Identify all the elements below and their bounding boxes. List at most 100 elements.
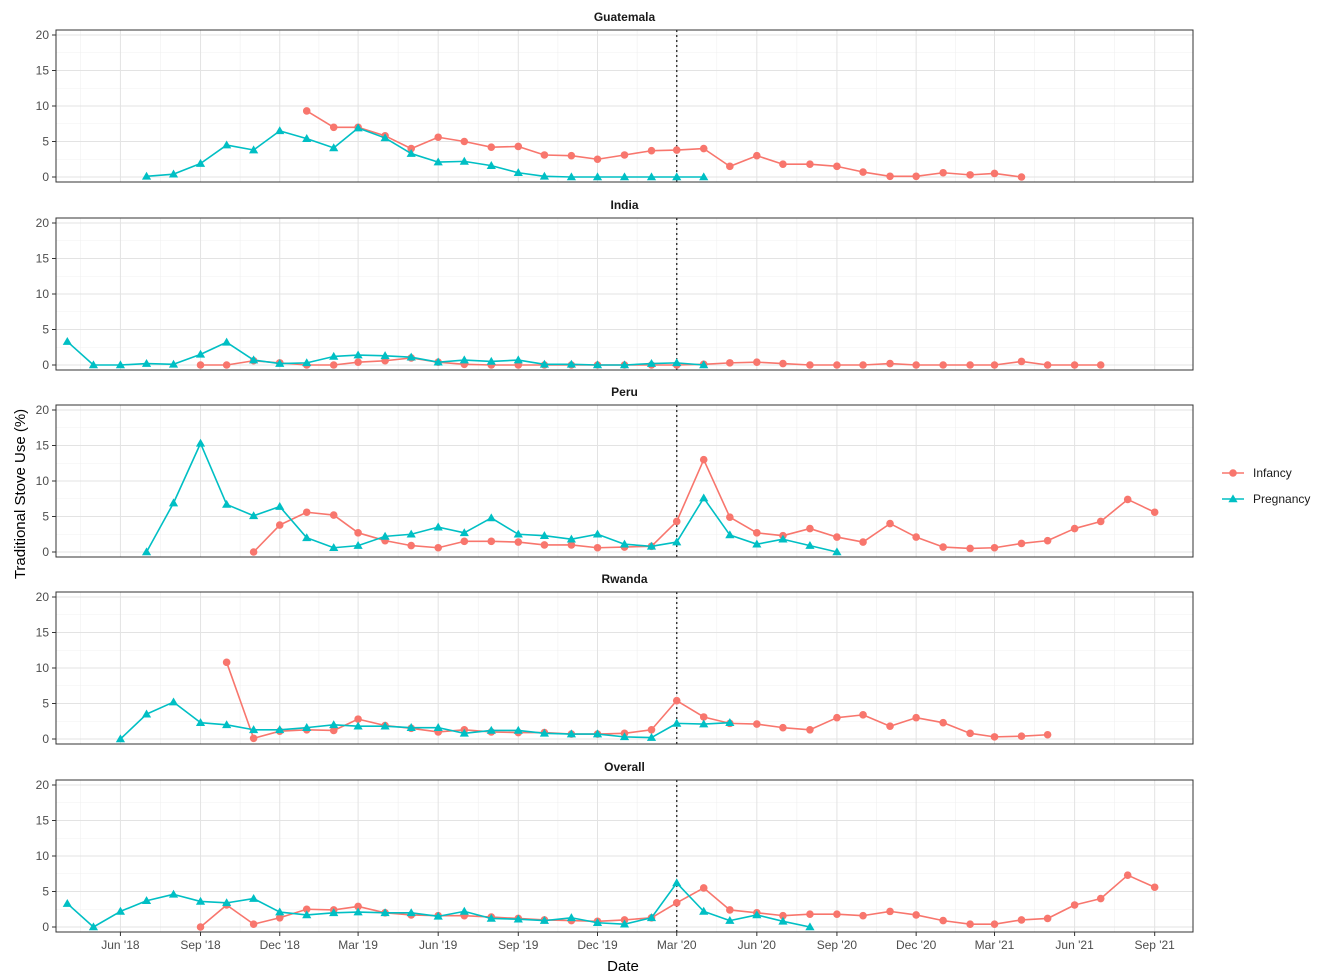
y-tick-label: 15	[36, 64, 50, 78]
series-line	[119, 701, 730, 740]
series-pregnancy	[115, 697, 735, 743]
data-point	[353, 721, 363, 730]
y-tick-label: 15	[36, 439, 50, 453]
data-point	[833, 162, 841, 171]
data-point	[966, 729, 974, 738]
data-point	[434, 133, 442, 142]
data-point	[460, 137, 469, 146]
data-point	[699, 493, 709, 502]
data-point	[566, 913, 576, 922]
data-point	[406, 352, 416, 361]
data-point	[779, 911, 787, 920]
data-point	[619, 539, 630, 548]
panel-border	[55, 779, 1194, 933]
data-point	[592, 172, 603, 181]
data-point	[222, 361, 231, 369]
data-point	[646, 913, 657, 922]
data-point	[966, 920, 974, 928]
data-point	[1017, 539, 1026, 548]
data-point	[886, 519, 894, 528]
x-tick-label: Dec '20	[896, 938, 937, 952]
data-point	[195, 438, 206, 447]
data-point	[990, 361, 999, 369]
data-point	[725, 718, 735, 726]
data-point	[939, 168, 947, 177]
data-point	[726, 162, 734, 171]
data-point	[859, 911, 867, 920]
data-point	[302, 723, 312, 731]
y-tick-label: 20	[36, 403, 50, 417]
data-point	[460, 537, 469, 546]
data-point	[275, 126, 285, 135]
data-point	[1017, 916, 1026, 924]
data-point	[1017, 732, 1026, 740]
data-point	[275, 501, 285, 510]
series-pregnancy	[62, 878, 815, 931]
data-point	[249, 145, 259, 154]
legend-label: Infancy	[1253, 466, 1292, 480]
x-tick-label: Jun '21	[1055, 938, 1094, 952]
data-point	[406, 908, 416, 917]
data-point	[859, 168, 867, 176]
data-point	[329, 143, 339, 152]
data-point	[275, 913, 284, 922]
data-point	[275, 907, 285, 916]
data-point	[354, 902, 362, 911]
data-point	[1043, 914, 1052, 923]
data-point	[699, 455, 708, 464]
data-point	[779, 160, 787, 169]
data-point	[1070, 361, 1079, 369]
data-point	[329, 720, 339, 729]
data-point	[886, 172, 894, 181]
y-tick-label: 10	[36, 287, 50, 301]
data-point	[699, 172, 709, 181]
data-point	[486, 356, 496, 365]
data-point	[353, 907, 363, 916]
x-tick-label: Mar '19	[338, 938, 378, 952]
x-tick-label: Sep '18	[180, 938, 221, 952]
y-tick-label: 5	[42, 135, 49, 149]
data-point	[1150, 508, 1159, 517]
data-point	[592, 729, 603, 738]
panels-layer: Guatemala 0 5 10 15 20 India 0 5 10 15 20 Peru 0 5 10 15…	[36, 10, 1194, 952]
data-point	[912, 911, 920, 919]
data-point	[459, 528, 469, 537]
x-axis-title: Date	[607, 958, 639, 975]
data-point	[1070, 524, 1079, 533]
data-point	[168, 169, 179, 178]
y-tick-label: 5	[42, 323, 49, 337]
data-point	[380, 908, 390, 917]
data-point	[1017, 173, 1026, 181]
data-point	[380, 133, 390, 142]
data-point	[302, 134, 312, 142]
data-point	[806, 160, 814, 169]
data-point	[222, 337, 232, 346]
data-point	[1096, 517, 1105, 526]
data-point	[433, 723, 443, 731]
data-point	[859, 361, 867, 369]
data-point	[939, 361, 947, 369]
data-point	[195, 158, 206, 167]
data-point	[514, 142, 523, 151]
data-point	[1043, 361, 1052, 369]
data-point	[406, 529, 416, 538]
data-point	[566, 172, 576, 181]
data-point	[487, 143, 496, 151]
series-line	[225, 662, 1048, 740]
panel-title: Overall	[604, 760, 645, 774]
data-point	[406, 723, 416, 731]
data-point	[486, 513, 496, 522]
data-point	[249, 355, 259, 364]
data-point	[168, 697, 179, 706]
data-point	[592, 918, 603, 927]
data-point	[222, 720, 232, 729]
x-tick-label: Sep '21	[1135, 938, 1176, 952]
y-tick-label: 15	[36, 814, 50, 828]
data-point	[699, 719, 709, 728]
data-point	[779, 359, 787, 368]
data-point	[859, 538, 867, 546]
data-point	[115, 734, 126, 743]
data-point	[753, 358, 761, 366]
y-tick-label: 5	[42, 510, 49, 524]
data-point	[539, 531, 550, 539]
